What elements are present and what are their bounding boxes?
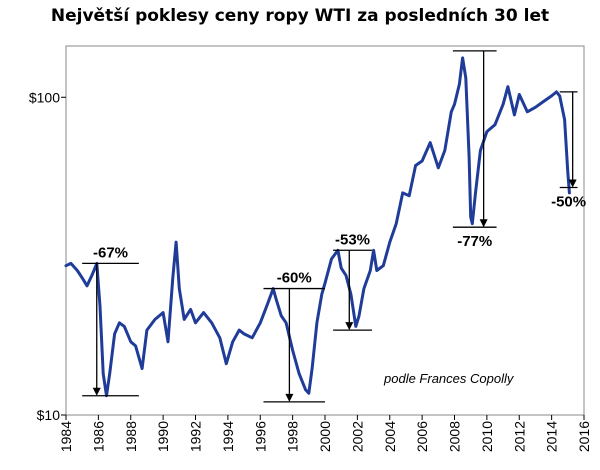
drawdown-label: -67% bbox=[93, 244, 128, 261]
x-tick-label: 1990 bbox=[155, 421, 171, 452]
source-credit: podle Frances Copolly bbox=[383, 371, 515, 386]
chart-title: Největší poklesy ceny ropy WTI za posled… bbox=[50, 6, 550, 26]
x-tick-label: 1984 bbox=[58, 421, 74, 452]
drawdown-label: -60% bbox=[277, 270, 312, 287]
x-tick-label: 2004 bbox=[382, 421, 398, 452]
x-tick-label: 1988 bbox=[123, 421, 139, 452]
drawdown-arrow-head bbox=[285, 393, 294, 402]
x-tick-label: 1998 bbox=[285, 421, 301, 452]
x-tick-label: 1996 bbox=[252, 421, 268, 452]
y-tick-label: $100 bbox=[29, 89, 60, 105]
x-tick-label: 2008 bbox=[447, 421, 463, 452]
wti-price-line bbox=[64, 56, 571, 398]
x-tick-label: 1992 bbox=[188, 421, 204, 452]
x-tick-label: 2012 bbox=[511, 421, 527, 452]
drawdown-arrow-head bbox=[568, 179, 577, 188]
drawdown-arrow-head bbox=[479, 219, 488, 228]
x-tick-label: 2002 bbox=[349, 421, 365, 452]
drawdown-arrow-head bbox=[92, 387, 101, 396]
x-tick-label: 1994 bbox=[220, 421, 236, 452]
x-tick-label: 1986 bbox=[90, 421, 106, 452]
series-layer bbox=[64, 56, 571, 398]
x-tick-label: 2016 bbox=[576, 421, 592, 452]
drawdown-label: -50% bbox=[551, 194, 586, 211]
x-tick-label: 2006 bbox=[414, 421, 430, 452]
x-tick-label: 2010 bbox=[479, 421, 495, 452]
drawdown-label: -53% bbox=[335, 231, 370, 248]
x-tick-label: 2014 bbox=[544, 421, 560, 452]
x-tick-label: 2000 bbox=[317, 421, 333, 452]
drawdown-label: -77% bbox=[457, 233, 492, 250]
drawdown-arrow-head bbox=[345, 322, 354, 331]
drawdown-annotations: -67% -60% -53% -77% -50% bbox=[82, 50, 586, 403]
y-tick-label: $10 bbox=[37, 407, 61, 423]
